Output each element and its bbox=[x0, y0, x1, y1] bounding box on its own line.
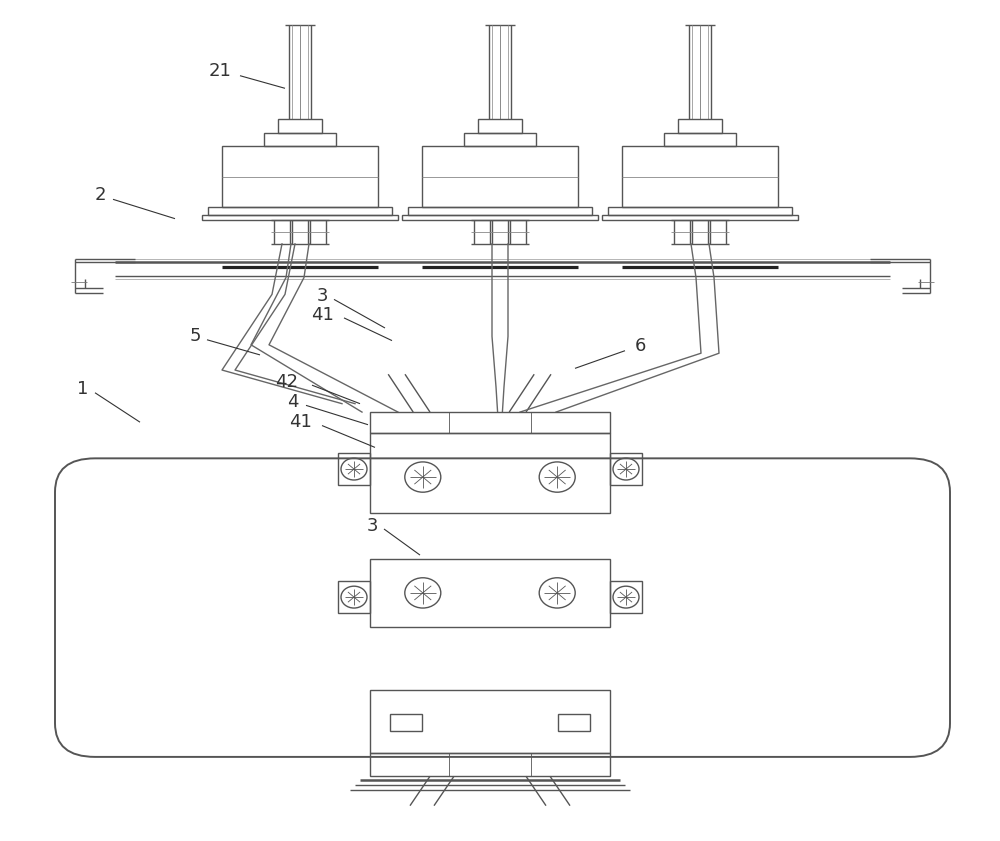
Bar bbox=[264, 133, 336, 146]
Bar bbox=[558, 714, 590, 731]
Text: 4: 4 bbox=[287, 393, 299, 411]
Text: 3: 3 bbox=[366, 516, 378, 535]
Bar bbox=[370, 753, 610, 776]
Bar bbox=[622, 146, 778, 207]
FancyBboxPatch shape bbox=[55, 458, 950, 757]
Bar bbox=[602, 215, 798, 220]
Bar bbox=[464, 133, 536, 146]
Text: 6: 6 bbox=[634, 337, 646, 356]
Text: 3: 3 bbox=[316, 287, 328, 305]
Text: 41: 41 bbox=[311, 305, 333, 324]
Bar bbox=[390, 714, 422, 731]
Bar bbox=[402, 215, 598, 220]
Bar bbox=[370, 433, 610, 513]
Bar bbox=[222, 146, 378, 207]
Text: 5: 5 bbox=[189, 327, 201, 346]
Bar bbox=[202, 215, 398, 220]
Bar bbox=[664, 133, 736, 146]
Bar bbox=[610, 453, 642, 485]
Text: 1: 1 bbox=[77, 379, 89, 398]
Bar bbox=[370, 412, 610, 433]
Text: 21: 21 bbox=[209, 62, 231, 81]
Bar bbox=[478, 119, 522, 133]
Text: 41: 41 bbox=[289, 413, 311, 431]
Bar bbox=[338, 453, 370, 485]
Bar bbox=[678, 119, 722, 133]
Bar bbox=[208, 207, 392, 215]
Text: 2: 2 bbox=[94, 186, 106, 204]
Bar bbox=[370, 690, 610, 753]
Bar bbox=[422, 146, 578, 207]
Bar bbox=[608, 207, 792, 215]
Bar bbox=[338, 581, 370, 613]
Bar bbox=[370, 559, 610, 627]
Bar bbox=[610, 581, 642, 613]
Bar bbox=[408, 207, 592, 215]
Text: 42: 42 bbox=[276, 373, 298, 391]
Bar bbox=[278, 119, 322, 133]
